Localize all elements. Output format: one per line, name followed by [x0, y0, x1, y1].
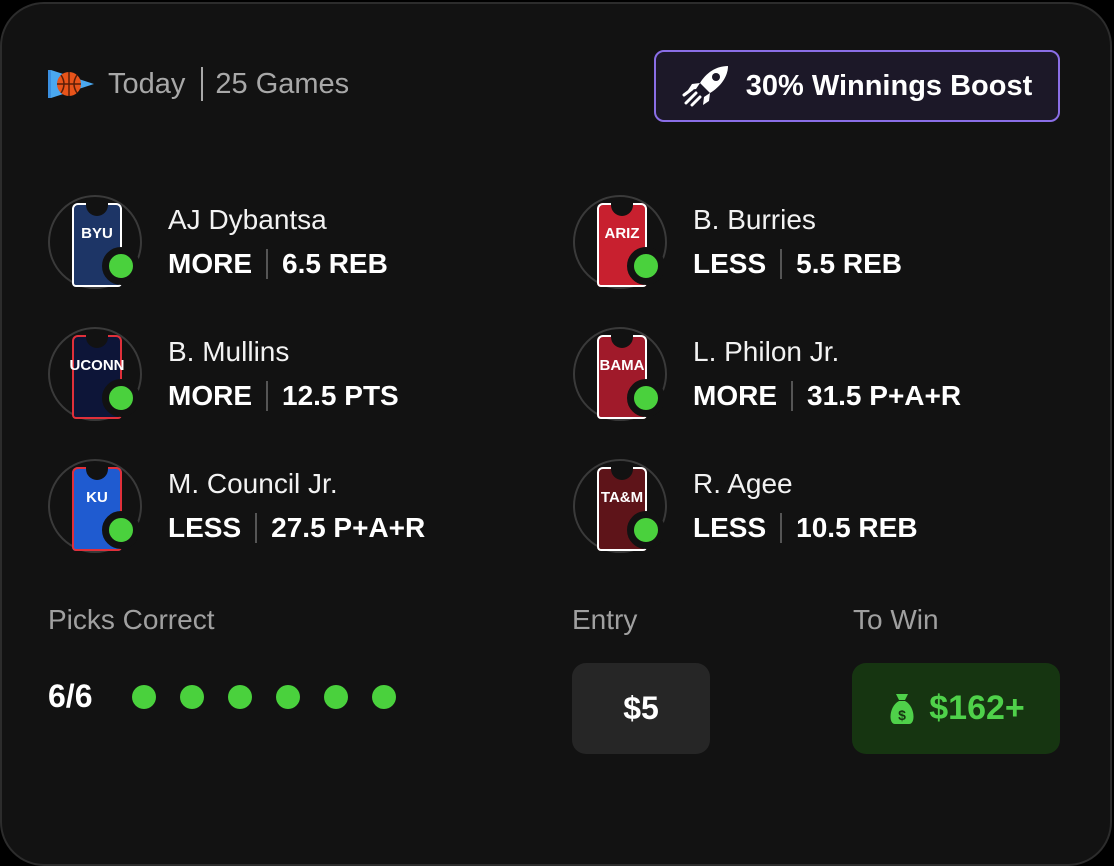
- picks-correct-value: 6/6: [48, 678, 93, 714]
- pick-stat-line: 5.5 REB: [796, 248, 902, 279]
- games-count: 25 Games: [215, 67, 350, 100]
- correct-status-dot: [627, 379, 665, 417]
- winnings-boost-button[interactable]: 30% Winnings Boost: [654, 50, 1060, 122]
- picks-correct-label: Picks Correct: [48, 604, 215, 635]
- player-avatar: TA&M: [573, 459, 667, 553]
- to-win-label: To Win: [853, 604, 939, 635]
- to-win-amount: $ $162+: [852, 663, 1060, 754]
- entry-value: $5: [623, 690, 659, 726]
- player-avatar: UCONN: [48, 327, 142, 421]
- pick-direction: MORE: [168, 248, 252, 279]
- day-label: Today: [108, 67, 186, 100]
- pick-stat-line: 27.5 P+A+R: [271, 512, 426, 543]
- to-win-value: $162+: [929, 689, 1025, 727]
- entry-label: Entry: [572, 604, 638, 635]
- player-name: M. Council Jr.: [168, 468, 338, 499]
- correct-status-dot: [102, 247, 140, 285]
- pick-direction: MORE: [693, 380, 777, 411]
- correct-status-dot: [102, 379, 140, 417]
- boost-label: 30% Winnings Boost: [745, 69, 1033, 102]
- basketball-pennant-icon: [48, 70, 94, 98]
- money-bag-icon: $: [890, 693, 914, 724]
- correct-status-dot: [627, 511, 665, 549]
- pick-line: LESS 5.5 REB: [693, 248, 902, 280]
- correct-status-dot: [627, 247, 665, 285]
- player-name: AJ Dybantsa: [168, 204, 327, 235]
- pick-stat-line: 31.5 P+A+R: [807, 380, 962, 411]
- entry-amount: $5: [572, 663, 710, 754]
- divider: [255, 513, 258, 543]
- card-header: Today 25 Games: [46, 66, 349, 102]
- divider: [780, 513, 783, 543]
- team-label: BYU: [81, 225, 113, 242]
- pick-result-dot: [276, 685, 300, 709]
- divider: [201, 67, 204, 101]
- pick-direction: LESS: [693, 512, 767, 543]
- divider: [266, 381, 268, 411]
- jersey-icon: TA&M: [597, 466, 647, 551]
- divider: [266, 249, 268, 279]
- team-label: UCONN: [69, 357, 125, 374]
- pick-stat-line: 6.5 REB: [282, 248, 388, 279]
- pick-line: MORE 31.5 P+A+R: [693, 380, 961, 412]
- pick-result-dot: [180, 685, 204, 709]
- pick-result-dot: [372, 685, 396, 709]
- pick-result-dot: [132, 685, 156, 709]
- player-name: R. Agee: [693, 468, 793, 499]
- pick-line: LESS 27.5 P+A+R: [168, 512, 425, 544]
- divider: [780, 249, 783, 279]
- correct-status-dot: [102, 511, 140, 549]
- player-name: B. Mullins: [168, 336, 290, 367]
- pick-result-dot: [228, 685, 252, 709]
- team-label: BAMA: [599, 357, 645, 374]
- player-name: B. Burries: [693, 204, 816, 235]
- player-avatar: ARIZ: [573, 195, 667, 289]
- pick-result-dot: [324, 685, 348, 709]
- player-name: L. Philon Jr.: [693, 336, 840, 367]
- player-avatar: BAMA: [573, 327, 667, 421]
- pick-line: MORE 12.5 PTS: [168, 380, 399, 412]
- jersey-icon: BAMA: [597, 334, 647, 419]
- team-label: KU: [86, 489, 108, 506]
- pick-direction: LESS: [168, 512, 242, 543]
- pick-line: MORE 6.5 REB: [168, 248, 388, 280]
- pick-direction: LESS: [693, 248, 767, 279]
- pick-line: LESS 10.5 REB: [693, 512, 918, 544]
- pick-stat-line: 12.5 PTS: [282, 380, 399, 411]
- player-avatar: BYU: [48, 195, 142, 289]
- pick-stat-line: 10.5 REB: [796, 512, 918, 543]
- team-label: ARIZ: [604, 225, 640, 242]
- team-label: TA&M: [600, 489, 644, 506]
- svg-text:$: $: [898, 707, 906, 723]
- divider: [791, 381, 793, 411]
- rocket-icon: [682, 66, 728, 107]
- pick-direction: MORE: [168, 380, 252, 411]
- player-avatar: KU: [48, 459, 142, 553]
